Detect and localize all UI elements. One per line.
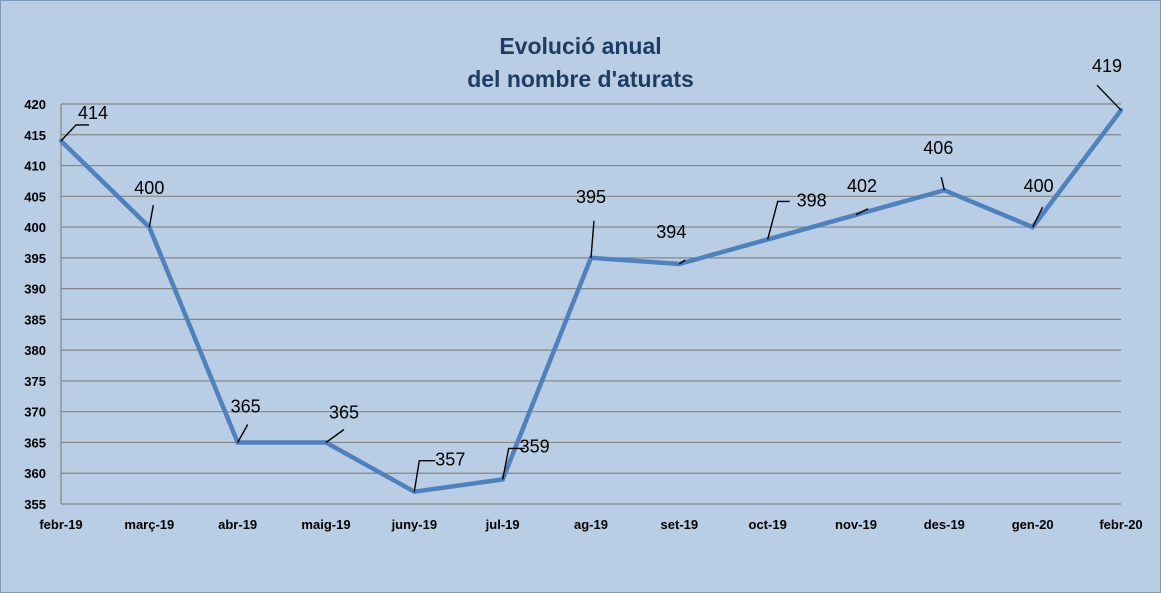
y-tick-label-380: 380 (24, 343, 46, 358)
x-tick-label-des-19: des-19 (924, 517, 965, 532)
data-labels: 414 400 365 365 357 359 395 394 398 402 406 400 419 (78, 56, 1122, 470)
x-tick-label-abr-19: abr-19 (218, 517, 257, 532)
data-label-11: 400 (1024, 176, 1054, 196)
x-tick-label-gen-20: gen-20 (1012, 517, 1054, 532)
y-tick-label-370: 370 (24, 405, 46, 420)
leader-line-2 (237, 424, 249, 443)
x-tick-label-jul-19: jul-19 (485, 517, 520, 532)
data-label-6: 395 (576, 187, 606, 207)
y-tick-label-410: 410 (24, 159, 46, 174)
x-tick-label-juny-19: juny-19 (391, 517, 438, 532)
y-tick-label-355: 355 (24, 497, 46, 512)
y-tick-label-365: 365 (24, 435, 46, 450)
leader-line-6 (590, 220, 595, 258)
leader-line-4 (413, 460, 436, 492)
y-tick-label-360: 360 (24, 466, 46, 481)
leader-line-12 (1096, 84, 1122, 111)
x-axis-tick-labels: febr-19 març-19 abr-19 maig-19 juny-19 jul-19… (39, 517, 1142, 532)
y-tick-label-390: 390 (24, 282, 46, 297)
x-tick-label-nov-19: nov-19 (835, 517, 877, 532)
y-tick-label-375: 375 (24, 374, 46, 389)
chart-title: Evolució anual del nombre d'aturats (0, 30, 1161, 96)
leader-line-0 (60, 124, 89, 142)
leader-line-3 (325, 428, 345, 444)
y-tick-label-395: 395 (24, 251, 46, 266)
data-label-12: 419 (1092, 56, 1122, 76)
x-tick-label-març-19: març-19 (124, 517, 174, 532)
x-tick-label-set-19: set-19 (661, 517, 699, 532)
data-label-7: 394 (656, 222, 686, 242)
data-label-9: 402 (847, 176, 877, 196)
leader-line-10 (940, 177, 945, 191)
data-label-8: 398 (797, 190, 827, 210)
data-point-6 (589, 255, 593, 260)
y-tick-label-385: 385 (24, 312, 46, 327)
leader-line-7 (678, 259, 686, 265)
leader-line-1 (148, 204, 154, 228)
gridlines (61, 103, 1121, 474)
x-tick-label-ag-19: ag-19 (574, 517, 608, 532)
x-tick-label-maig-19: maig-19 (301, 517, 350, 532)
data-label-1: 400 (134, 178, 164, 198)
x-tick-label-febr-19: febr-19 (39, 517, 82, 532)
y-tick-label-405: 405 (24, 189, 46, 204)
y-axis-tick-labels: 355 360 365 370 375 380 385 390 395 400 405 410 415 4… (24, 97, 46, 512)
y-tick-label-420: 420 (24, 97, 46, 112)
data-label-4: 357 (435, 450, 465, 470)
axes (60, 104, 1121, 505)
data-label-10: 406 (923, 138, 953, 158)
data-label-leaders (60, 84, 1122, 492)
data-label-5: 359 (520, 436, 550, 456)
leader-line-9 (855, 208, 869, 216)
leader-line-5 (502, 447, 525, 480)
data-label-2: 365 (231, 396, 261, 416)
y-tick-label-415: 415 (24, 128, 46, 143)
x-tick-label-oct-19: oct-19 (749, 517, 787, 532)
chart-title-line-1: Evolució anual (499, 33, 662, 59)
leader-line-8 (767, 200, 790, 240)
chart-title-line-2: del nombre d'aturats (467, 66, 694, 92)
x-tick-label-febr-20: febr-20 (1099, 517, 1142, 532)
data-label-0: 414 (78, 103, 108, 123)
series-line (59, 108, 1123, 495)
y-tick-label-400: 400 (24, 220, 46, 235)
data-label-3: 365 (329, 402, 359, 422)
leader-line-11 (1032, 206, 1044, 228)
